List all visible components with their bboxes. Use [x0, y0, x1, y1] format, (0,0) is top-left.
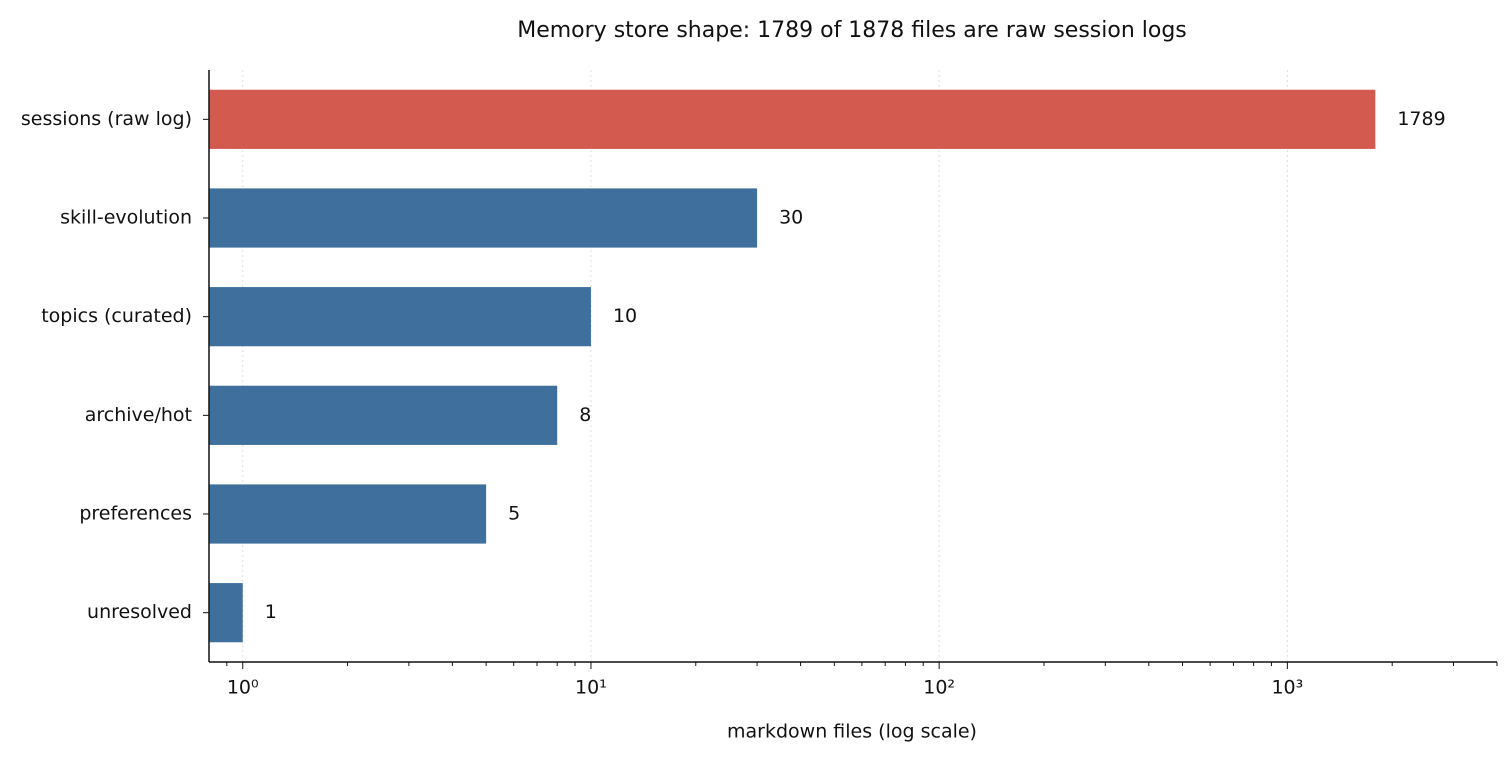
value-label: 5 [508, 503, 520, 525]
x-axis-label: markdown files (log scale) [727, 721, 977, 743]
bar [209, 89, 1376, 149]
x-tick-label: 10³ [1271, 677, 1303, 699]
value-label: 30 [779, 207, 803, 229]
value-label: 10 [613, 305, 637, 327]
y-tick-label: topics (curated) [41, 305, 192, 327]
y-tick-label: unresolved [87, 601, 192, 623]
y-tick-label: sessions (raw log) [21, 108, 192, 130]
bar [209, 385, 558, 445]
bar [209, 287, 591, 347]
bar [209, 188, 758, 248]
bar [209, 484, 487, 544]
value-label: 8 [579, 404, 591, 426]
x-tick-label: 10¹ [575, 677, 607, 699]
y-tick-label: preferences [79, 503, 192, 525]
bar [209, 583, 243, 643]
value-label: 1 [265, 601, 277, 623]
y-tick-label: skill-evolution [60, 207, 192, 229]
chart-title: Memory store shape: 1789 of 1878 files a… [517, 18, 1187, 43]
value-label: 1789 [1397, 108, 1445, 130]
x-tick-label: 10⁰ [227, 677, 259, 699]
x-tick-label: 10² [923, 677, 955, 699]
y-tick-label: archive/hot [85, 404, 192, 426]
